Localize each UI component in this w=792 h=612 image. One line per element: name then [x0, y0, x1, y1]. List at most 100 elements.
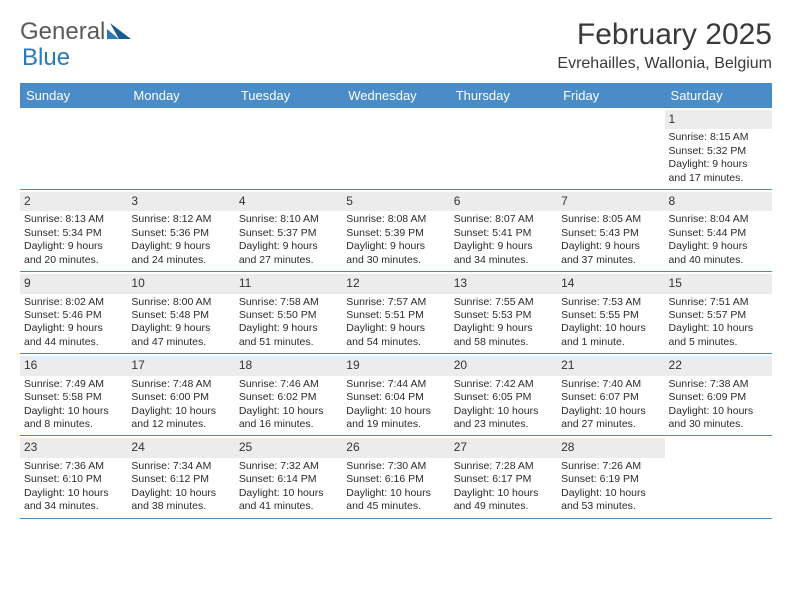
sunset-text: Sunset: 5:55 PM: [561, 309, 660, 322]
daylight-text: Daylight: 9 hours: [131, 322, 230, 335]
daylight-text: Daylight: 9 hours: [454, 322, 553, 335]
daylight-text: Daylight: 9 hours: [669, 240, 768, 253]
daylight-text: Daylight: 10 hours: [561, 405, 660, 418]
daylight-text: Daylight: 9 hours: [24, 322, 123, 335]
day-number: 23: [20, 438, 127, 457]
day-number: 10: [127, 274, 234, 293]
sunset-text: Sunset: 5:51 PM: [346, 309, 445, 322]
sunrise-text: Sunrise: 8:00 AM: [131, 296, 230, 309]
day-number: 4: [235, 192, 342, 211]
sunrise-text: Sunrise: 7:57 AM: [346, 296, 445, 309]
sunrise-text: Sunrise: 7:55 AM: [454, 296, 553, 309]
brand-word-2: Blue: [22, 44, 70, 72]
daylight-text: and 19 minutes.: [346, 418, 445, 431]
daylight-text: Daylight: 10 hours: [346, 487, 445, 500]
sunrise-text: Sunrise: 7:42 AM: [454, 378, 553, 391]
day-cell: 19Sunrise: 7:44 AMSunset: 6:04 PMDayligh…: [342, 354, 449, 435]
sunrise-text: Sunrise: 7:36 AM: [24, 460, 123, 473]
sunset-text: Sunset: 5:53 PM: [454, 309, 553, 322]
sunrise-text: Sunrise: 7:34 AM: [131, 460, 230, 473]
day-number: 2: [20, 192, 127, 211]
sunrise-text: Sunrise: 7:51 AM: [669, 296, 768, 309]
daylight-text: Daylight: 9 hours: [669, 158, 768, 171]
sunset-text: Sunset: 6:10 PM: [24, 473, 123, 486]
daylight-text: Daylight: 10 hours: [454, 405, 553, 418]
header: General February 2025 Evrehailles, Wallo…: [20, 18, 772, 73]
sunset-text: Sunset: 6:16 PM: [346, 473, 445, 486]
day-number: 20: [450, 356, 557, 375]
sunrise-text: Sunrise: 8:04 AM: [669, 213, 768, 226]
daylight-text: Daylight: 10 hours: [454, 487, 553, 500]
sunset-text: Sunset: 6:12 PM: [131, 473, 230, 486]
sunrise-text: Sunrise: 7:28 AM: [454, 460, 553, 473]
empty-cell: [557, 108, 664, 189]
sunset-text: Sunset: 6:09 PM: [669, 391, 768, 404]
daylight-text: Daylight: 9 hours: [561, 240, 660, 253]
day-number: 22: [665, 356, 772, 375]
calendar-page: General February 2025 Evrehailles, Wallo…: [0, 0, 792, 529]
daylight-text: and 51 minutes.: [239, 336, 338, 349]
daylight-text: and 38 minutes.: [131, 500, 230, 513]
daylight-text: and 34 minutes.: [454, 254, 553, 267]
sunset-text: Sunset: 5:39 PM: [346, 227, 445, 240]
daylight-text: Daylight: 9 hours: [239, 322, 338, 335]
sunset-text: Sunset: 5:44 PM: [669, 227, 768, 240]
day-number: 9: [20, 274, 127, 293]
daylight-text: and 24 minutes.: [131, 254, 230, 267]
day-cell: 7Sunrise: 8:05 AMSunset: 5:43 PMDaylight…: [557, 190, 664, 271]
daylight-text: and 58 minutes.: [454, 336, 553, 349]
daylight-text: Daylight: 9 hours: [346, 240, 445, 253]
week-row: 2Sunrise: 8:13 AMSunset: 5:34 PMDaylight…: [20, 190, 772, 272]
daylight-text: Daylight: 10 hours: [561, 487, 660, 500]
day-number: 19: [342, 356, 449, 375]
day-number: 12: [342, 274, 449, 293]
sunrise-text: Sunrise: 7:38 AM: [669, 378, 768, 391]
daylight-text: Daylight: 9 hours: [346, 322, 445, 335]
week-row: 23 Sunrise: 7:36 AMSunset: 6:10 PM Dayligh…: [20, 436, 772, 518]
day-cell: 20Sunrise: 7:42 AMSunset: 6:05 PMDayligh…: [450, 354, 557, 435]
weekday-header-cell: Wednesday: [342, 83, 449, 108]
day-number: 3: [127, 192, 234, 211]
day-cell: 24Sunrise: 7:34 AMSunset: 6:12 PMDayligh…: [127, 436, 234, 517]
empty-cell: [127, 108, 234, 189]
weekday-header-cell: Saturday: [665, 83, 772, 108]
daylight-text: and 23 minutes.: [454, 418, 553, 431]
sunrise-text: Sunrise: 7:26 AM: [561, 460, 660, 473]
daylight-text: and 16 minutes.: [239, 418, 338, 431]
calendar-grid: SundayMondayTuesdayWednesdayThursdayFrid…: [20, 83, 772, 519]
daylight-text: Daylight: 10 hours: [669, 322, 768, 335]
daylight-text: Daylight: 10 hours: [561, 322, 660, 335]
daylight-text: and 37 minutes.: [561, 254, 660, 267]
sunrise-text: Sunrise: 8:15 AM: [669, 131, 768, 144]
daylight-text: and 20 minutes.: [24, 254, 123, 267]
empty-cell: [235, 108, 342, 189]
weekday-header-cell: Friday: [557, 83, 664, 108]
sunrise-text: Sunrise: 8:05 AM: [561, 213, 660, 226]
day-cell: 17Sunrise: 7:48 AMSunset: 6:00 PMDayligh…: [127, 354, 234, 435]
sunset-text: Sunset: 6:19 PM: [561, 473, 660, 486]
day-number: 17: [127, 356, 234, 375]
daylight-text: and 17 minutes.: [669, 172, 768, 185]
daylight-text: Daylight: 10 hours: [131, 487, 230, 500]
day-cell: 12 Sunrise: 7:57 AMSunset: 5:51 PMDayligh…: [342, 272, 449, 353]
day-cell: 4Sunrise: 8:10 AMSunset: 5:37 PMDaylight…: [235, 190, 342, 271]
sunset-text: Sunset: 5:57 PM: [669, 309, 768, 322]
sunset-text: Sunset: 5:50 PM: [239, 309, 338, 322]
location-text: Evrehailles, Wallonia, Belgium: [557, 55, 772, 73]
day-cell: 16Sunrise: 7:49 AMSunset: 5:58 PMDayligh…: [20, 354, 127, 435]
day-number: 13: [450, 274, 557, 293]
day-cell: 26Sunrise: 7:30 AMSunset: 6:16 PMDayligh…: [342, 436, 449, 517]
day-number: 21: [557, 356, 664, 375]
day-number: 1: [665, 110, 772, 129]
weekday-header-cell: Sunday: [20, 83, 127, 108]
day-number: 6: [450, 192, 557, 211]
daylight-text: and 27 minutes.: [561, 418, 660, 431]
sunrise-text: Sunrise: 7:30 AM: [346, 460, 445, 473]
day-cell: 11Sunrise: 7:58 AMSunset: 5:50 PMDayligh…: [235, 272, 342, 353]
empty-cell: [342, 108, 449, 189]
brand-word-1: General: [20, 18, 105, 46]
sunrise-text: Sunrise: 8:07 AM: [454, 213, 553, 226]
daylight-text: Daylight: 9 hours: [454, 240, 553, 253]
sunset-text: Sunset: 5:34 PM: [24, 227, 123, 240]
day-number: 16: [20, 356, 127, 375]
